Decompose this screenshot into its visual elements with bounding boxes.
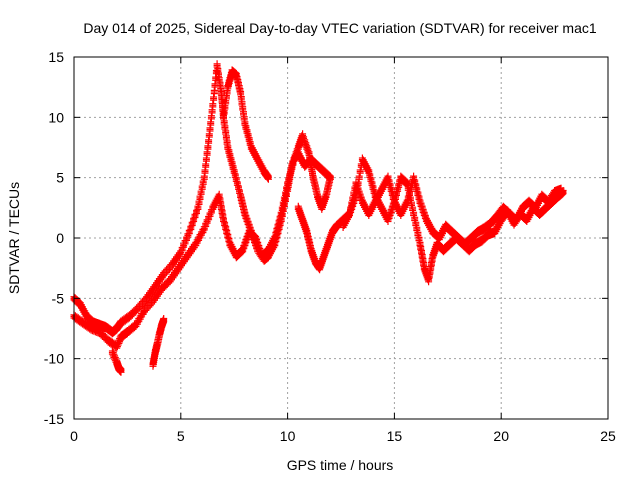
chart-title: Day 014 of 2025, Sidereal Day-to-day VTE… [83, 20, 596, 36]
plus-markers [149, 315, 168, 370]
x-tick-labels: 0 5 10 15 20 25 [70, 428, 616, 444]
plus-markers [220, 112, 334, 265]
x-tick-label: 15 [387, 428, 403, 444]
x-tick-label: 10 [280, 428, 296, 444]
x-axis-label: GPS time / hours [287, 457, 394, 473]
series-track-e [220, 112, 334, 265]
y-tick-label: 5 [56, 170, 64, 186]
series-track-g [339, 172, 565, 250]
grid-lines [74, 57, 608, 419]
data-points [70, 60, 567, 376]
plus-markers [339, 172, 565, 250]
y-tick-label: -5 [52, 290, 65, 306]
series-track-d [149, 315, 168, 370]
series-track-c [108, 347, 125, 376]
plus-markers [108, 347, 125, 376]
x-tick-label: 20 [493, 428, 509, 444]
y-tick-label: 0 [56, 230, 64, 246]
y-tick-label: 10 [48, 109, 64, 125]
y-tick-label: 15 [48, 49, 64, 65]
y-tick-label: -15 [44, 411, 64, 427]
y-tick-labels: -15 -10 -5 0 5 10 15 [44, 49, 64, 427]
y-axis-label: SDTVAR / TECUs [6, 182, 22, 294]
y-tick-label: -10 [44, 351, 64, 367]
x-tick-label: 25 [600, 428, 616, 444]
x-tick-label: 0 [70, 428, 78, 444]
tick-marks [73, 56, 609, 420]
x-tick-label: 5 [177, 428, 185, 444]
